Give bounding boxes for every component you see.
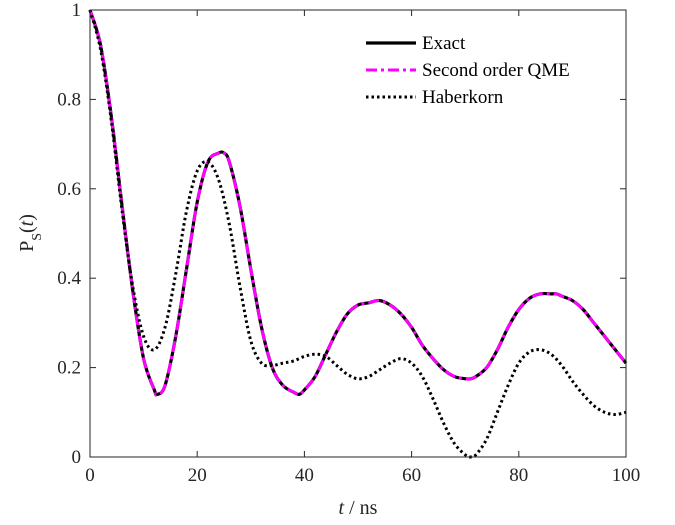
- y-axis-label-close: ): [16, 214, 38, 221]
- series-line-2: [88, 9, 628, 397]
- x-tick-label-5: 100: [612, 465, 641, 486]
- x-axis-label-var: t: [339, 497, 345, 519]
- x-tick-label-1: 20: [188, 465, 207, 486]
- legend-label-1: Exact: [422, 33, 466, 54]
- ticks-layer: 0 20 40 60 80 100 0 0.2 0.4 0.6 0.8 1: [57, 0, 640, 486]
- legend-label-3: Haberkorn: [422, 87, 504, 108]
- y-tick-label-2: 0.4: [57, 268, 81, 289]
- series-line-3: [88, 9, 627, 459]
- y-axis-label-open: (: [16, 226, 38, 233]
- y-tick-label-4: 0.8: [57, 89, 81, 110]
- x-axis-label-unit: / ns: [344, 497, 378, 519]
- plot-box: [89, 9, 627, 458]
- y-axis-label-base: P: [16, 241, 38, 252]
- y-tick-label-1: 0.2: [57, 358, 81, 379]
- y-axis-label-arg: t: [16, 220, 38, 226]
- y-axis-label: PS(t): [16, 214, 45, 252]
- y-tick-label-5: 1: [72, 0, 82, 21]
- legend-label-2: Second order QME: [422, 60, 570, 81]
- series-layer: [88, 9, 628, 459]
- x-tick-label-3: 60: [402, 465, 421, 486]
- y-axis-label-sub: S: [30, 233, 45, 241]
- y-tick-label-3: 0.6: [57, 179, 81, 200]
- legend: Exact Second order QME Haberkorn: [366, 33, 570, 108]
- x-tick-label-0: 0: [85, 465, 95, 486]
- x-tick-label-2: 40: [295, 465, 314, 486]
- x-axis-label: t / ns: [339, 497, 378, 519]
- x-tick-label-4: 80: [509, 465, 528, 486]
- y-tick-label-0: 0: [72, 447, 82, 468]
